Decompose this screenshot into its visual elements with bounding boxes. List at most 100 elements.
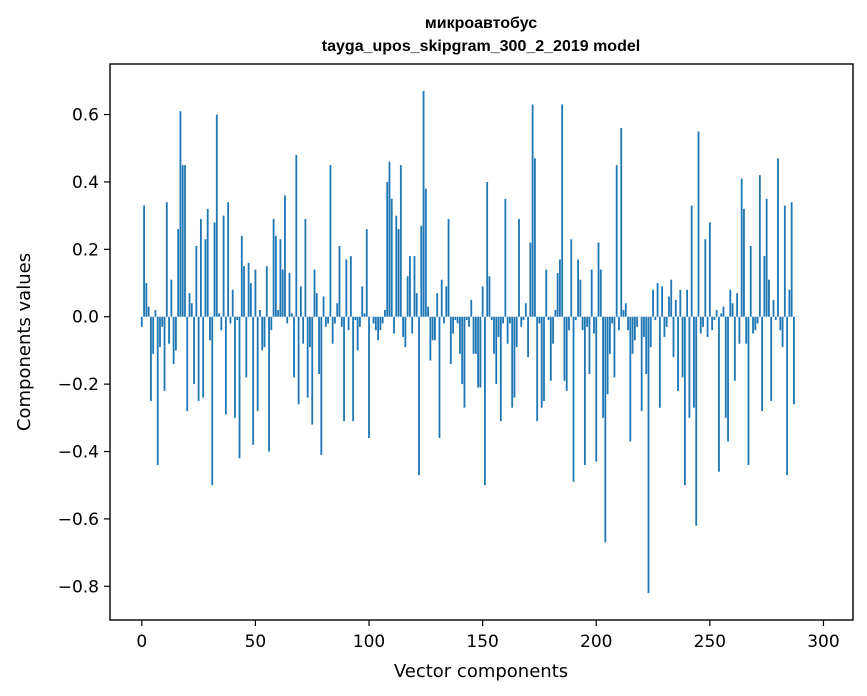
- bar-280: [777, 158, 779, 317]
- bar-272: [758, 175, 761, 317]
- bar-154: [490, 316, 493, 321]
- bar-253: [715, 309, 718, 317]
- bar-148: [477, 316, 480, 388]
- bar-279: [774, 316, 777, 321]
- bar-65: [288, 272, 291, 317]
- bar-104: [377, 316, 380, 341]
- bar-47: [247, 262, 250, 317]
- bar-89: [343, 316, 345, 422]
- bar-38: [227, 202, 230, 317]
- bar-48: [249, 283, 252, 317]
- bar-222: [645, 316, 648, 375]
- bar-192: [577, 259, 579, 317]
- bar-194: [581, 316, 584, 331]
- bar-181: [552, 316, 554, 344]
- bar-161: [506, 316, 509, 344]
- bar-62: [281, 269, 284, 317]
- bar-204: [604, 316, 607, 543]
- bar-37: [224, 316, 227, 415]
- bar-132: [440, 279, 443, 317]
- bar-246: [699, 316, 702, 334]
- bar-142: [463, 316, 466, 408]
- bar-30: [209, 316, 211, 341]
- bar-162: [508, 316, 511, 324]
- bar-213: [624, 303, 627, 317]
- bar-234: [672, 316, 675, 358]
- bar-3: [147, 306, 150, 317]
- bar-97: [361, 286, 364, 317]
- bar-114: [399, 165, 402, 317]
- bar-128: [431, 316, 434, 341]
- bar-152: [486, 181, 489, 317]
- bar-155: [493, 316, 495, 354]
- bar-239: [683, 316, 686, 486]
- bar-186: [563, 316, 566, 381]
- bar-66: [290, 313, 293, 317]
- bar-157: [497, 316, 500, 337]
- bar-178: [545, 269, 548, 317]
- bar-110: [390, 198, 393, 317]
- bar-82: [327, 316, 330, 324]
- bar-259: [729, 289, 732, 317]
- bar-10: [163, 316, 166, 391]
- bar-74: [309, 316, 311, 348]
- bar-265: [743, 208, 745, 317]
- bar-14: [172, 316, 175, 364]
- bar-51: [256, 316, 259, 412]
- bar-8: [159, 316, 161, 348]
- bar-230: [663, 316, 666, 337]
- bar-92: [349, 256, 352, 317]
- bar-75: [311, 316, 314, 425]
- bar-227: [656, 283, 659, 317]
- bar-168: [522, 316, 525, 321]
- bar-268: [749, 245, 752, 317]
- bar-221: [643, 316, 645, 337]
- bar-258: [727, 316, 729, 442]
- bar-2: [145, 283, 148, 317]
- bar-200: [595, 316, 598, 462]
- bar-240: [686, 289, 689, 317]
- bar-257: [724, 316, 727, 418]
- bar-160: [504, 198, 507, 317]
- bar-36: [222, 215, 225, 317]
- bar-145: [470, 299, 473, 317]
- bar-41: [234, 316, 236, 418]
- bar-68: [295, 154, 298, 317]
- bar-266: [745, 316, 748, 344]
- bar-210: [618, 316, 620, 331]
- bar-69: [297, 316, 300, 405]
- bar-184: [558, 259, 561, 317]
- bar-29: [206, 208, 209, 317]
- bar-261: [733, 316, 736, 381]
- bar-183: [556, 272, 559, 317]
- bar-231: [665, 316, 668, 327]
- bar-156: [495, 316, 498, 385]
- bar-208: [613, 316, 616, 378]
- bar-127: [429, 316, 432, 361]
- bar-158: [499, 316, 502, 422]
- bar-107: [384, 309, 386, 317]
- bar-96: [359, 316, 361, 327]
- y-tick-label: −0.6: [58, 510, 99, 530]
- bar-6: [154, 309, 157, 317]
- bar-113: [397, 229, 400, 317]
- bar-143: [465, 316, 468, 321]
- bar-256: [722, 306, 725, 317]
- bar-233: [670, 279, 673, 317]
- bar-206: [608, 316, 611, 354]
- bar-46: [245, 316, 248, 378]
- bar-129: [434, 316, 436, 341]
- bar-199: [593, 316, 595, 334]
- bar-197: [588, 316, 591, 375]
- bar-147: [474, 316, 477, 354]
- bar-50: [254, 269, 257, 317]
- bar-108: [386, 181, 389, 317]
- bar-124: [422, 90, 425, 317]
- x-tick-label: 250: [694, 632, 726, 652]
- bar-195: [583, 316, 586, 465]
- bar-153: [488, 276, 491, 317]
- bar-136: [449, 316, 452, 364]
- bar-228: [658, 316, 661, 408]
- y-tick-label: −0.2: [58, 375, 99, 395]
